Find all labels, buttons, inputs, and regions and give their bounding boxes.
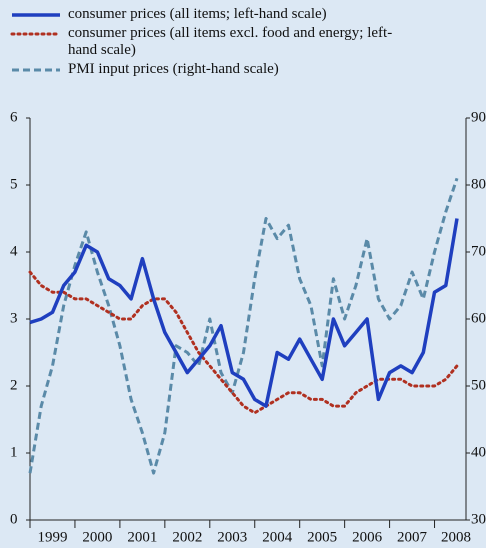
x-tick-label: 2001 [127,529,157,545]
legend-item: PMI input prices (right-hand scale) [10,61,410,78]
legend-label: consumer prices (all items; left-hand sc… [68,6,327,22]
legend-swatch [10,32,62,36]
legend-swatch [12,13,60,17]
legend-item: consumer prices (all items excl. food an… [10,25,410,59]
series-line [28,177,459,475]
x-tick-label: 2008 [441,529,471,545]
y-tick-label: 3 [10,310,18,326]
x-tick-label: 2000 [82,529,112,545]
y-tick-label: 1 [10,444,18,460]
x-tick-label: 1999 [37,529,67,545]
x-tick-label: 2007 [397,529,428,545]
y2-tick-label: 90 [471,109,486,125]
series-line [29,218,459,408]
legend: consumer prices (all items; left-hand sc… [10,6,410,80]
legend-label: consumer prices (all items excl. food an… [68,25,393,58]
x-tick-label: 2002 [172,529,202,545]
x-tick-label: 2006 [352,529,383,545]
y2-tick-label: 70 [471,243,486,259]
legend-label: PMI input prices (right-hand scale) [68,61,279,77]
x-tick-label: 2003 [217,529,247,545]
y2-tick-label: 50 [471,377,486,393]
legend-swatch [12,68,60,72]
series-line [28,270,459,415]
y-tick-label: 6 [10,109,18,125]
y-tick-label: 2 [10,377,18,393]
y-tick-label: 5 [10,176,18,192]
y2-tick-label: 40 [471,444,486,460]
x-tick-label: 2005 [307,529,337,545]
y2-tick-label: 30 [471,511,486,527]
x-tick-label: 2004 [262,529,293,545]
y2-tick-label: 80 [471,176,486,192]
y-tick-label: 4 [10,243,18,259]
y-tick-label: 0 [10,511,18,527]
y2-tick-label: 60 [471,310,486,326]
legend-item: consumer prices (all items; left-hand sc… [10,6,410,23]
